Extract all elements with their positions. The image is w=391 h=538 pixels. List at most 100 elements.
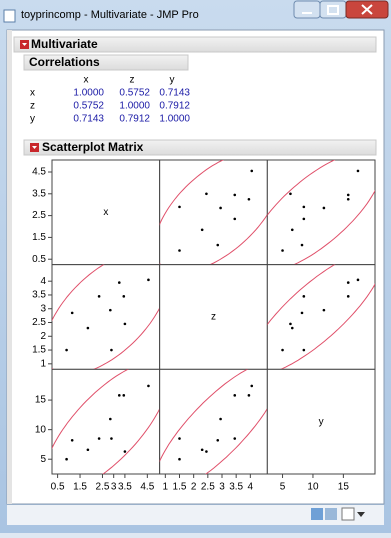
y-tick-label: 4.5 xyxy=(32,167,46,178)
point xyxy=(247,394,251,397)
point xyxy=(122,394,126,397)
point xyxy=(65,348,68,352)
y-tick-label: 2.5 xyxy=(32,210,46,221)
row-label: y xyxy=(30,114,35,125)
x-tick-label: 1.5 xyxy=(73,482,87,493)
point xyxy=(86,326,90,330)
y-tick-label: 0.5 xyxy=(32,254,46,265)
matrix-cell xyxy=(159,264,268,370)
point xyxy=(200,228,204,232)
y-tick-label: 3 xyxy=(40,303,46,314)
point xyxy=(322,308,326,312)
section-title[interactable]: Correlations xyxy=(29,55,100,69)
selection-button[interactable] xyxy=(341,507,355,521)
cell: 0.7143 xyxy=(73,114,104,125)
x-tick-label: 3 xyxy=(111,482,117,493)
cell: 0.5752 xyxy=(119,88,150,99)
point xyxy=(178,457,181,461)
variable-label: z xyxy=(211,312,216,323)
y-tick-label: 1 xyxy=(40,358,46,369)
point xyxy=(123,322,127,326)
cell: 0.5752 xyxy=(73,101,104,112)
y-tick-label: 2.5 xyxy=(32,317,46,328)
point xyxy=(233,437,237,440)
point xyxy=(281,249,284,252)
matrix-cell xyxy=(51,159,161,266)
y-tick-label: 5 xyxy=(40,454,46,465)
cell: 0.7143 xyxy=(159,88,190,99)
column-header: y xyxy=(170,75,175,86)
point xyxy=(247,197,251,201)
home-button[interactable] xyxy=(311,508,323,520)
point xyxy=(302,217,306,221)
x-tick-label: 15 xyxy=(338,482,350,493)
point xyxy=(97,295,101,298)
point xyxy=(216,243,220,247)
point xyxy=(233,394,237,397)
y-tick-label: 3.5 xyxy=(32,188,46,199)
matrix-cell xyxy=(159,159,268,266)
point xyxy=(250,169,254,173)
cell: 0.7912 xyxy=(119,114,150,125)
point xyxy=(281,348,284,352)
variable-label: y xyxy=(319,416,324,427)
cell: 1.0000 xyxy=(159,114,190,125)
outline-header xyxy=(23,139,377,156)
point xyxy=(117,394,121,397)
point xyxy=(70,438,74,442)
point xyxy=(65,457,68,461)
cell: 1.0000 xyxy=(119,101,150,112)
cell: 0.7912 xyxy=(159,101,190,112)
point xyxy=(356,169,360,173)
point xyxy=(346,193,350,197)
point xyxy=(86,448,90,452)
window-title: toyprincomp - Multivariate - JMP Pro xyxy=(21,9,199,21)
density-ellipse xyxy=(52,264,160,370)
y-tick-label: 1.5 xyxy=(32,345,46,356)
minimize-button[interactable] xyxy=(293,0,321,19)
report-title[interactable]: Multivariate xyxy=(31,37,98,51)
point xyxy=(290,326,294,330)
cell: 1.0000 xyxy=(73,88,104,99)
density-ellipse xyxy=(267,160,376,265)
point xyxy=(178,249,181,252)
point xyxy=(147,384,150,388)
point xyxy=(250,384,254,388)
point xyxy=(290,228,294,232)
point xyxy=(122,295,126,298)
y-tick-label: 15 xyxy=(35,395,47,406)
x-tick-label: 1 xyxy=(163,482,169,493)
matrix-cell xyxy=(266,264,376,370)
row-label: z xyxy=(30,101,35,112)
x-tick-label: 5 xyxy=(280,482,286,493)
matrix-cell xyxy=(51,264,161,370)
point xyxy=(346,281,350,284)
column-header: z xyxy=(130,75,135,86)
x-tick-label: 2 xyxy=(191,482,197,493)
app-icon xyxy=(3,9,16,23)
x-tick-label: 3 xyxy=(219,482,225,493)
variable-label: x xyxy=(103,207,108,218)
layout-button[interactable] xyxy=(325,508,337,520)
outline-header xyxy=(13,36,377,53)
point xyxy=(109,417,112,421)
point xyxy=(200,448,204,452)
point xyxy=(346,197,350,201)
x-tick-label: 4 xyxy=(248,482,254,493)
density-ellipse xyxy=(267,264,376,370)
x-tick-label: 4.5 xyxy=(140,482,154,493)
x-tick-label: 3.5 xyxy=(118,482,132,493)
section-title[interactable]: Scatterplot Matrix xyxy=(42,140,144,154)
point xyxy=(233,193,237,197)
status-bar xyxy=(7,505,384,525)
matrix-cell xyxy=(51,368,161,475)
point xyxy=(322,206,326,210)
row-label: x xyxy=(30,88,35,99)
point xyxy=(70,311,74,315)
point xyxy=(147,278,150,282)
maximize-button[interactable] xyxy=(319,0,347,19)
x-tick-label: 2.5 xyxy=(201,482,215,493)
x-tick-label: 1.5 xyxy=(173,482,187,493)
point xyxy=(302,205,306,209)
point xyxy=(302,295,306,298)
